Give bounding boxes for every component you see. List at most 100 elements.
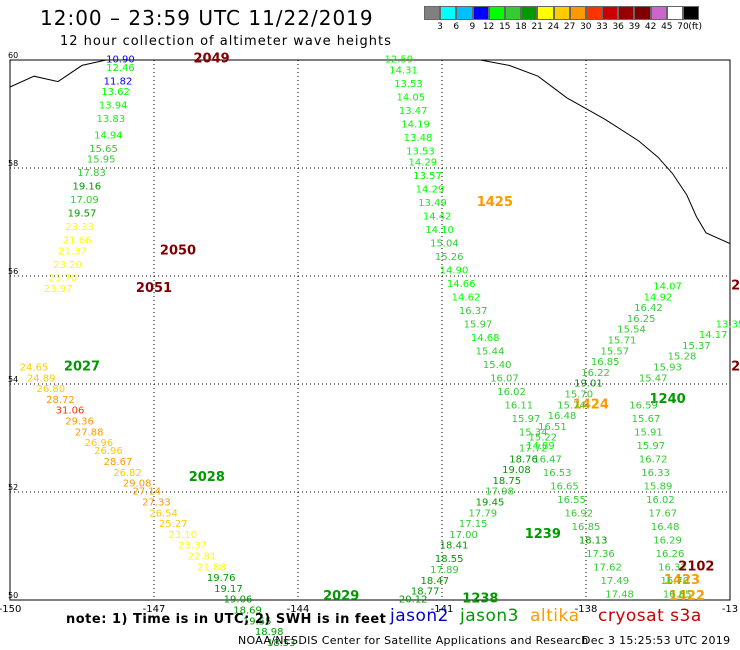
swh-value-label: 14.94 (94, 130, 123, 141)
color-scale-swatch (650, 6, 667, 20)
color-scale-swatch (456, 6, 473, 20)
swh-value-label: 23.10 (168, 530, 197, 541)
color-scale-swatch (569, 6, 586, 20)
swh-value-label: 17.98 (485, 487, 514, 498)
swh-value-label: 23.20 (53, 260, 82, 271)
color-scale-label: 3 (437, 22, 443, 32)
swh-value-label: 24.65 (20, 363, 49, 374)
swh-value-label: 13.94 (99, 101, 128, 112)
alaska-coastline (480, 59, 731, 245)
swh-value-label: 23.33 (65, 222, 94, 233)
swh-value-label: 19.06 (224, 595, 253, 606)
color-scale-swatch (553, 6, 570, 20)
swh-value-label: 13.53 (394, 79, 423, 90)
swh-value-label: 26.96 (94, 446, 123, 457)
track-time-label: 1423 (664, 573, 700, 588)
x-tick-label: -147 (143, 604, 166, 615)
color-scale-label: 21 (531, 22, 543, 32)
color-scale-swatch (472, 6, 489, 20)
swh-value-label: 27.88 (75, 427, 104, 438)
swh-value-label: 16.85 (572, 522, 601, 533)
swh-value-label: 16.22 (581, 368, 610, 379)
swh-value-label: 24.89 (27, 373, 56, 384)
swh-value-label: 16.59 (629, 400, 658, 411)
swh-value-label: 16.51 (538, 422, 567, 433)
swh-value-label: 19.08 (502, 465, 531, 476)
swh-value-label: 12.59 (384, 55, 413, 66)
color-scale-label: 42 (644, 22, 657, 32)
swh-value-label: 15.34 (519, 427, 548, 438)
swh-value-label: 16.29 (653, 535, 682, 546)
swh-value-label: 27.14 (132, 487, 161, 498)
color-scale-swatch (585, 6, 603, 20)
swh-value-label: 23.70 (48, 273, 77, 284)
color-scale-swatch (618, 6, 635, 20)
swh-value-label: 17.15 (459, 519, 488, 530)
swh-value-label: 18.55 (435, 554, 464, 565)
swh-value-label: 28.72 (46, 395, 75, 406)
credit-date: Dec 3 15:25:53 UTC 2019 (582, 634, 731, 647)
map-title: 12:00 – 23:59 UTC 11/22/2019 (40, 6, 374, 30)
track-time-label: 2029 (323, 589, 359, 604)
swh-value-label: 14.62 (452, 292, 481, 303)
color-scale-bar (424, 6, 700, 20)
swh-value-label: 16.92 (564, 508, 593, 519)
swh-value-label: 16.85 (663, 589, 692, 600)
swh-value-label: 17.09 (70, 195, 99, 206)
swh-value-label: 17.49 (600, 576, 629, 587)
swh-value-label: 15.47 (639, 373, 668, 384)
swh-value-label: 17.83 (77, 168, 106, 179)
swh-value-label: 17.00 (449, 530, 478, 541)
swh-value-label: 14.89 (526, 441, 555, 452)
swh-value-label: 14.05 (396, 93, 425, 104)
swh-value-label: 19.57 (68, 209, 97, 220)
swh-value-label: 18.76 (509, 454, 538, 465)
swh-value-label: 14.29 (408, 157, 437, 168)
y-tick-label: 54 (8, 375, 18, 384)
swh-value-label: 29.36 (65, 417, 94, 428)
swh-value-label: 28.67 (104, 457, 133, 468)
swh-value-label: 25.27 (159, 519, 188, 530)
track-time-label: 2049 (194, 52, 230, 67)
swh-value-label: 19.17 (214, 584, 243, 595)
swh-value-label: 18.47 (420, 576, 449, 587)
y-tick-label: 50 (8, 591, 18, 600)
swh-value-label: 16.02 (646, 495, 675, 506)
color-scale-label: 30 (580, 22, 592, 32)
color-scale-label: 33 (596, 22, 608, 32)
swh-value-label: 17.72 (519, 444, 548, 455)
swh-value-label: 23.97 (44, 284, 73, 295)
swh-value-label: 16.70 (660, 576, 689, 587)
color-scale-swatch (504, 6, 522, 20)
x-tick-label: -150 (0, 604, 21, 615)
swh-value-label: 14.90 (440, 265, 469, 276)
color-scale-label: 39 (628, 22, 641, 32)
swh-value-label: 31.06 (56, 406, 85, 417)
swh-value-label: 15.26 (435, 252, 464, 263)
map-note: note: 1) Time is in UTC; 2) SWH is in fe… (66, 612, 387, 627)
x-tick-label: -141 (431, 604, 454, 615)
swh-value-label: 18.98 (255, 627, 284, 638)
swh-value-label: 14.19 (401, 120, 430, 131)
color-scale-swatch (424, 6, 441, 20)
swh-value-label: 15.93 (653, 363, 682, 374)
track-time-label: 1424 (573, 397, 609, 412)
swh-value-label: 13.47 (399, 106, 428, 117)
swh-value-label: 15.74 (557, 400, 586, 411)
swh-value-label: 16.11 (504, 400, 533, 411)
legend-jason2: jason2 (390, 606, 449, 626)
swh-value-label: 15.54 (617, 325, 646, 336)
y-tick-label: 52 (8, 483, 18, 492)
map-frame (9, 59, 731, 601)
swh-value-label: 14.42 (423, 211, 452, 222)
swh-value-label: 22.81 (188, 552, 217, 563)
swh-value-label: 16.85 (591, 357, 620, 368)
swh-value-label: 20.12 (399, 595, 428, 606)
swh-value-label: 19.45 (476, 498, 505, 509)
track-time-label: 1239 (525, 527, 561, 542)
swh-value-label: 16.33 (641, 468, 670, 479)
swh-value-label: 15.97 (464, 319, 493, 330)
y-tick-label: 56 (8, 267, 18, 276)
kenai-coastline (9, 59, 107, 88)
swh-value-label: 18.41 (440, 541, 469, 552)
